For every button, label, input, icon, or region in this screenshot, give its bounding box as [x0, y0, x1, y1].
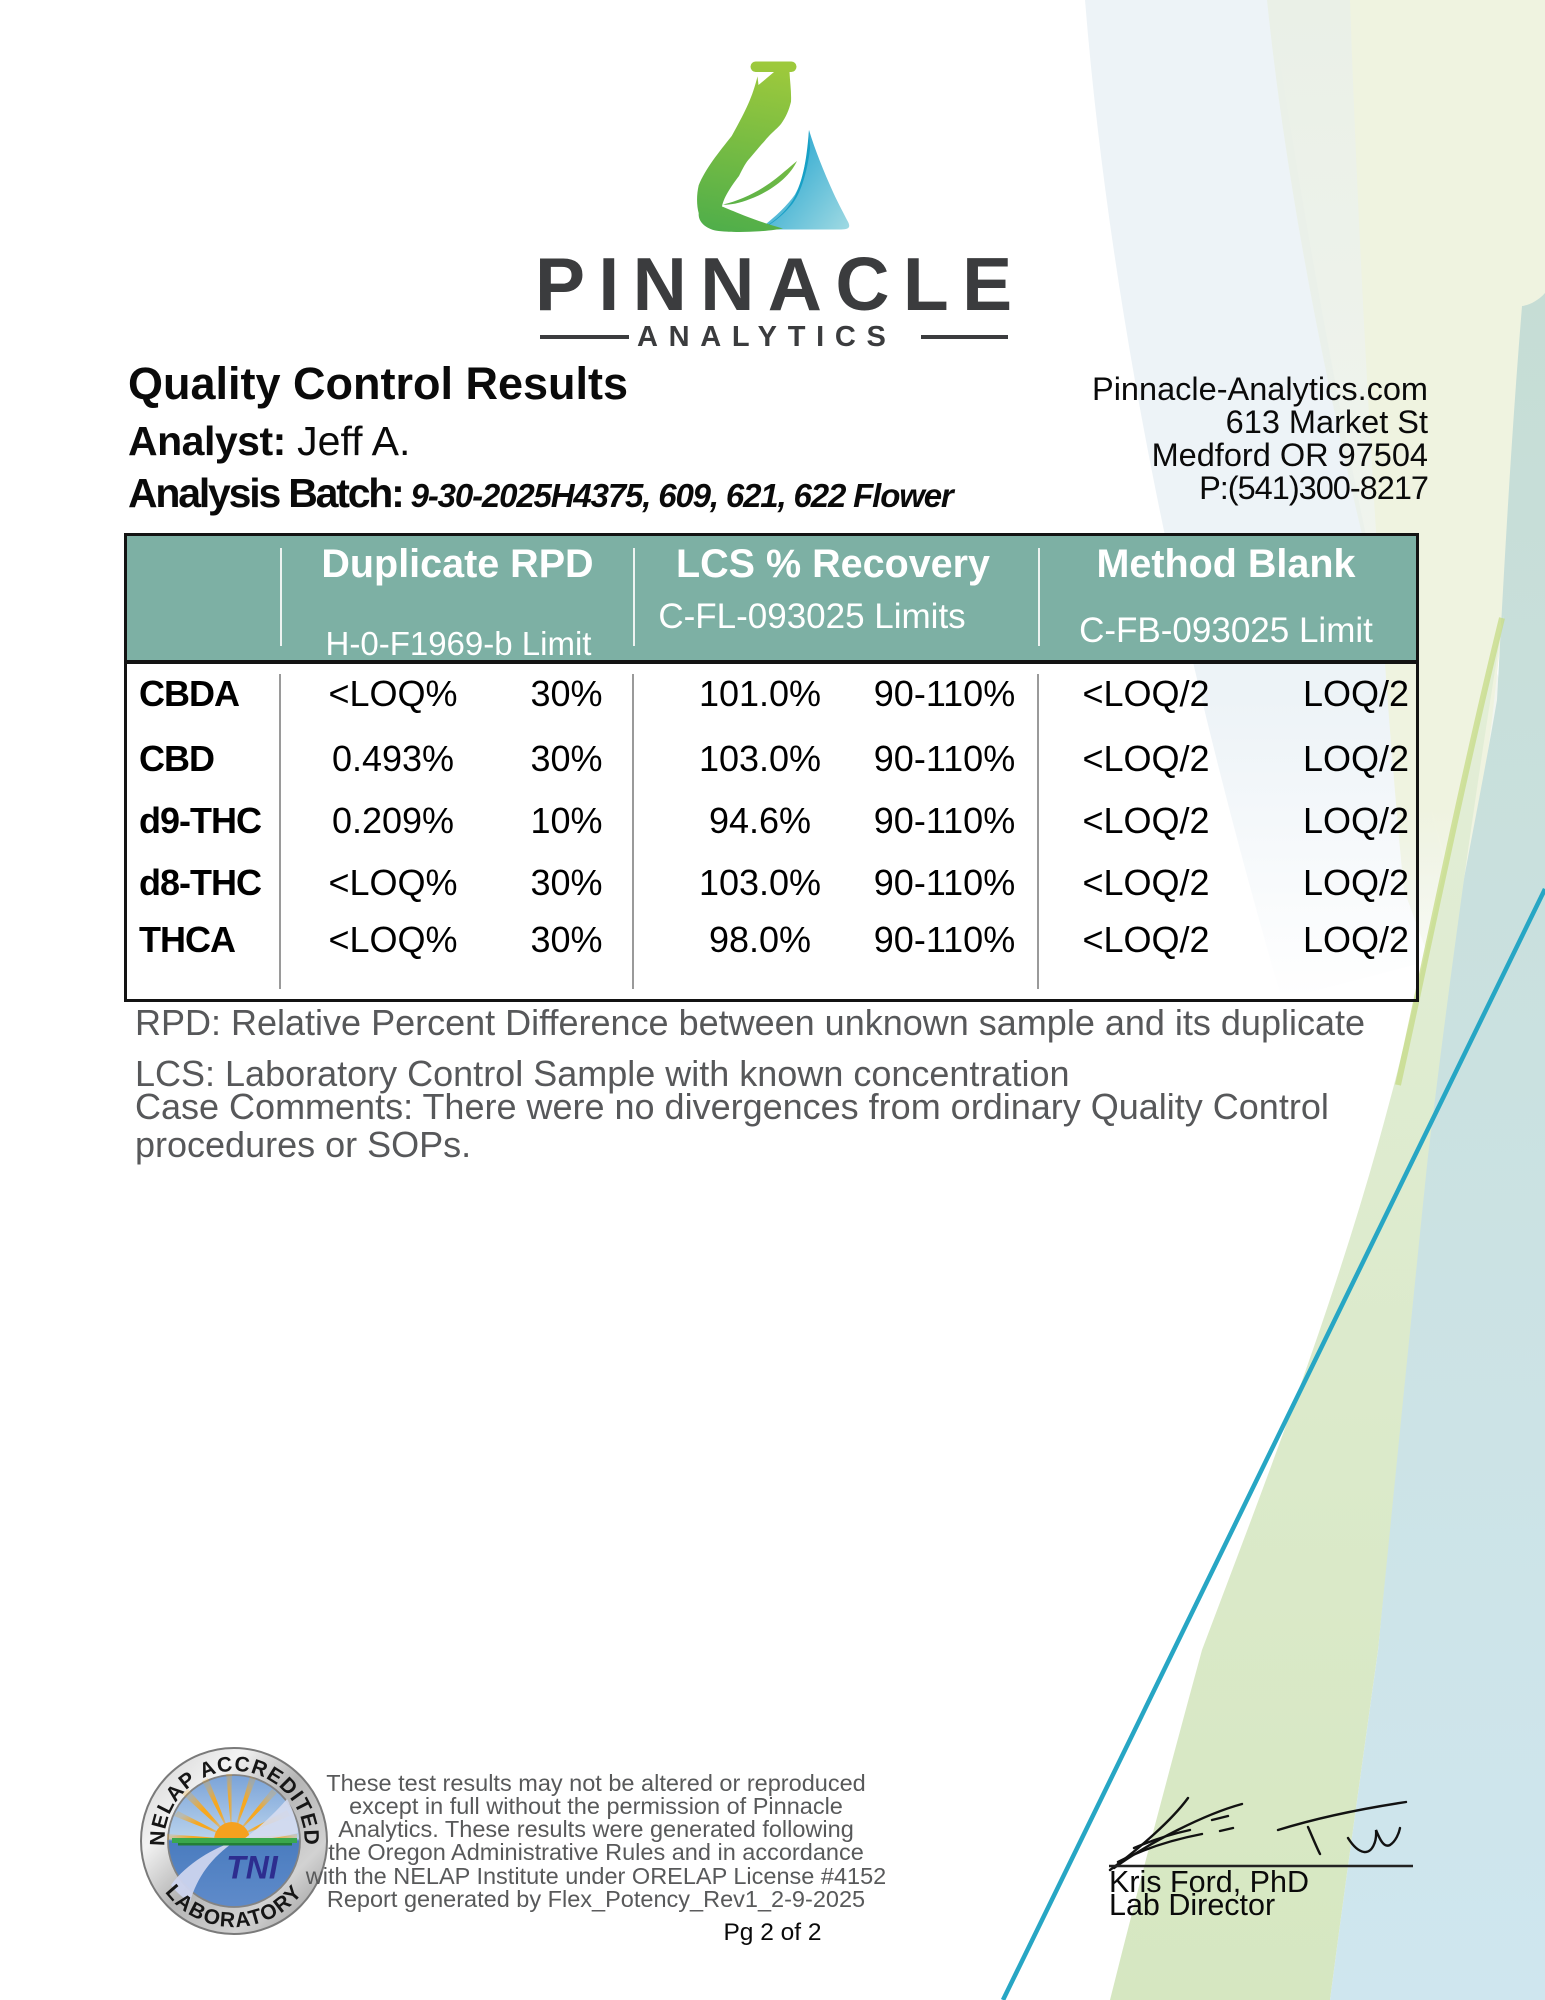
svg-text:TNI: TNI [226, 1850, 279, 1886]
